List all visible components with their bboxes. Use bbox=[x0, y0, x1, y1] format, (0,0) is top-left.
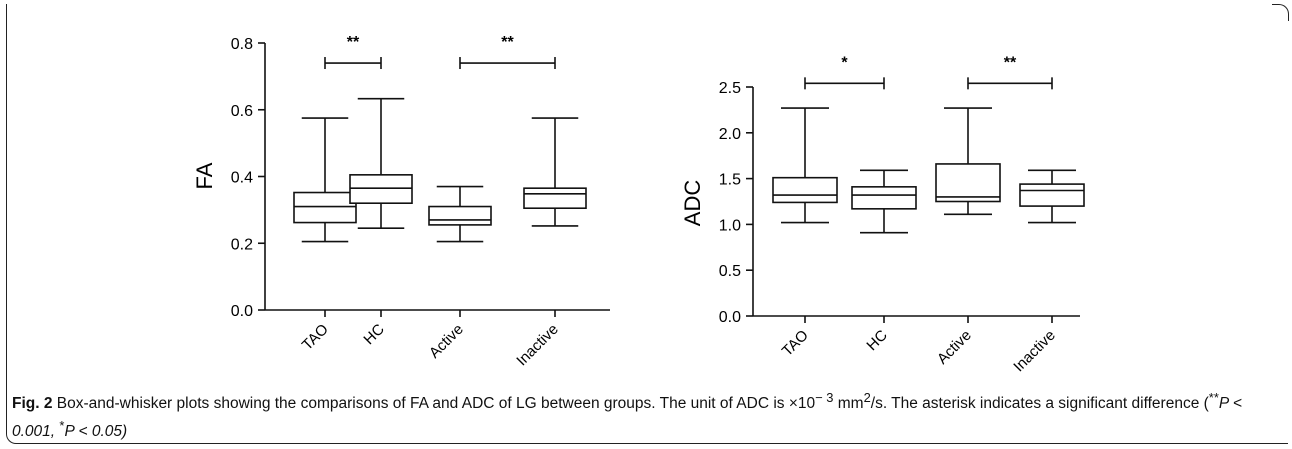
significance-bracket: ** bbox=[459, 34, 556, 70]
y-tick-label: 0.6 bbox=[231, 103, 253, 120]
caption-sym-1: ** bbox=[1208, 390, 1219, 405]
caption-exponent-2: 2 bbox=[863, 390, 871, 405]
y-tick-label: 0.2 bbox=[231, 236, 253, 253]
x-category-label: HC bbox=[863, 327, 890, 354]
box-tao bbox=[772, 107, 838, 224]
chart-2: 0.0 0.5 1.0 1.5 2.0 2.5 ADC TAO HC Active Inactive… bbox=[680, 54, 1085, 376]
caption-exponent: − 3 bbox=[815, 390, 834, 405]
significance-bracket: * bbox=[804, 54, 885, 90]
y-tick-label: 2.5 bbox=[719, 80, 741, 97]
box-inactive bbox=[523, 117, 587, 227]
y-tick-label: 2.0 bbox=[719, 126, 741, 143]
box-active bbox=[935, 107, 1001, 216]
y-axis-title: FA bbox=[192, 162, 217, 189]
box-tao bbox=[293, 117, 357, 243]
significance-label: ** bbox=[501, 34, 514, 51]
box-iqr bbox=[349, 174, 413, 205]
caption-p-1: P < 0.001, bbox=[12, 395, 1242, 441]
box-inactive bbox=[1019, 169, 1085, 224]
y-tick-label: 0.5 bbox=[719, 263, 741, 280]
box-iqr bbox=[851, 186, 917, 210]
caption-fig-label: Fig. 2 bbox=[12, 395, 53, 413]
figure-caption: Fig. 2 Box-and-whisker plots showing the… bbox=[12, 387, 1252, 443]
caption-text-2: mm bbox=[833, 395, 864, 413]
box-iqr bbox=[428, 205, 492, 226]
y-tick-label: 1.0 bbox=[719, 217, 741, 234]
x-category-label: TAO bbox=[299, 321, 332, 354]
y-tick-label: 0.0 bbox=[231, 303, 253, 320]
y-tick-label: 0.0 bbox=[719, 309, 741, 326]
x-category-label: Inactive bbox=[513, 321, 562, 370]
y-tick-label: 0.4 bbox=[231, 170, 253, 187]
figure-frame-corner bbox=[1272, 4, 1289, 21]
caption-text-1: Box-and-whisker plots showing the compar… bbox=[52, 395, 816, 413]
box-iqr bbox=[1019, 183, 1085, 207]
box-iqr bbox=[935, 163, 1001, 203]
box-iqr bbox=[772, 176, 838, 204]
x-category-label: TAO bbox=[779, 327, 812, 360]
x-category-label: Inactive bbox=[1010, 327, 1059, 376]
x-category-label: Active bbox=[934, 327, 975, 368]
significance-label: ** bbox=[1004, 54, 1017, 71]
caption-text-3: /s. The asterisk indicates a significant… bbox=[870, 395, 1209, 413]
caption-p-2: P < 0.05) bbox=[64, 423, 128, 441]
box-iqr bbox=[523, 187, 587, 210]
significance-label: ** bbox=[347, 34, 360, 51]
y-tick-label: 0.8 bbox=[231, 36, 253, 53]
caption-sym-2: * bbox=[59, 418, 65, 434]
box-hc bbox=[349, 97, 413, 230]
box-hc bbox=[851, 169, 917, 234]
y-tick-label: 1.5 bbox=[719, 172, 741, 189]
x-category-label: HC bbox=[360, 321, 387, 348]
box-active bbox=[428, 185, 492, 243]
significance-bracket: ** bbox=[324, 34, 382, 70]
x-category-label: Active bbox=[426, 321, 467, 362]
box-iqr bbox=[293, 191, 357, 224]
figure-frame bbox=[6, 4, 1288, 444]
chart-1: 0.0 0.2 0.4 0.6 0.8 FA TAO HC Active Inactive ** ** bbox=[192, 34, 610, 369]
significance-bracket: ** bbox=[967, 54, 1053, 90]
y-axis-title: ADC bbox=[680, 180, 705, 227]
significance-label: * bbox=[841, 54, 848, 71]
